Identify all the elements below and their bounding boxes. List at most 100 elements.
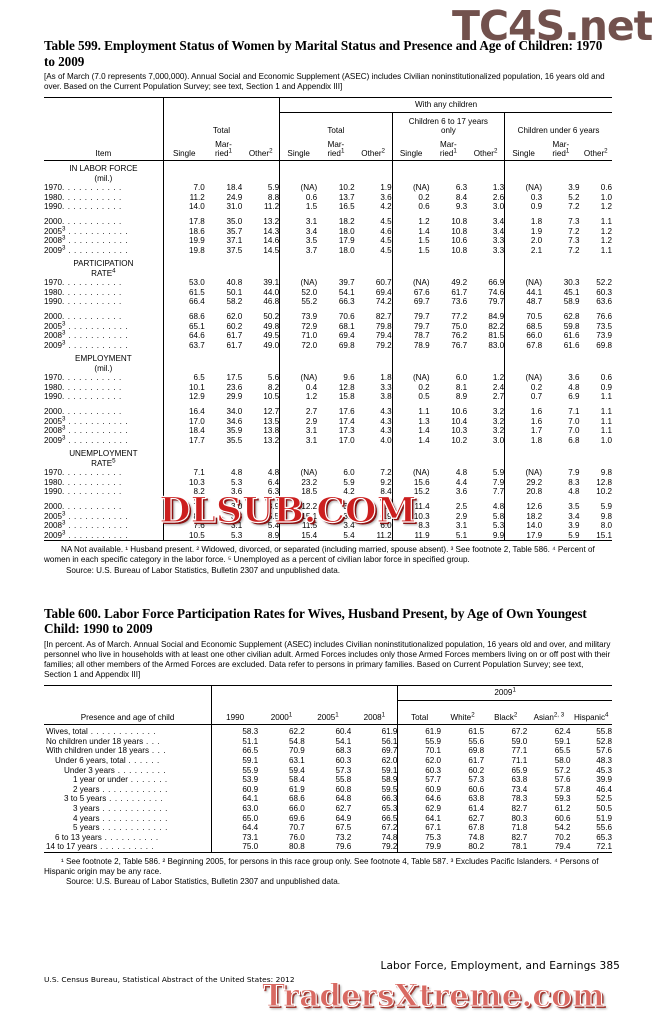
footnote-marker: 1: [381, 711, 386, 719]
section-header-spacer: [542, 255, 579, 278]
table-cell: 76.2: [451, 331, 468, 341]
table-row: 3 years . . . . . . . . . . . . 63.0 66.0 6…: [44, 803, 612, 814]
label-married: Mar- ried1: [439, 139, 457, 159]
table-cell: 7.1: [162, 468, 205, 478]
leader-dots: . . . . . . . . . . .: [62, 392, 122, 402]
table-row: 1980. . . . . . . . . . . 10.3 5.3 6.4 23.2 5…: [44, 477, 612, 488]
row-label: 1 year or under . . . . . . .: [44, 775, 212, 785]
table-row: 20053 . . . . . . . . . . . 18.6 35.7 14.3 3…: [44, 225, 612, 237]
table-cell: 60.9: [211, 784, 259, 795]
row-label: 20093 . . . . . . . . . . .: [44, 245, 163, 256]
table-cell: 59.1: [554, 736, 571, 746]
header-col-1990: 1990: [211, 700, 259, 725]
table-cell: 58.0: [554, 756, 571, 765]
table-cell: 3.5: [568, 501, 580, 511]
row-label: 1990. . . . . . . . . . .: [44, 202, 163, 212]
table-cell: 60.7: [375, 278, 392, 288]
table-cell: 1.3: [391, 416, 430, 427]
table-cell: 17.0: [162, 416, 205, 427]
table-cell: 57.7: [397, 775, 441, 785]
row-year: 2000: [44, 406, 63, 416]
section-header-row: UNEMPLOYMENT RATE5: [44, 445, 612, 469]
table-cell: 10.6: [451, 406, 468, 416]
header-with-any-children: With any children: [279, 97, 612, 113]
table-cell: 34.0: [226, 406, 243, 416]
table-cell: 57.6: [596, 746, 612, 756]
table-cell: 3.6: [568, 373, 580, 383]
header-col-2008: 20081: [351, 700, 398, 724]
footnote-marker: 1: [512, 686, 516, 694]
table-cell: 1.0: [600, 192, 612, 202]
table-cell: 1.6: [504, 416, 543, 427]
table-cell: 18.0: [338, 226, 355, 236]
section-header-spacer: [430, 350, 467, 373]
table-row: 1990. . . . . . . . . . . 66.4 58.2 46.8 55.…: [44, 297, 612, 307]
row-year: 1980: [44, 382, 63, 392]
row-label-text: No children under 18 years: [46, 736, 144, 746]
footnote-marker: 2: [381, 147, 385, 155]
table-cell: 81.5: [488, 331, 505, 341]
row-year: 1980: [44, 287, 63, 297]
table-599-head: Item Total With any children Total Child…: [44, 97, 612, 161]
row-year: 2009: [44, 435, 63, 445]
header-col-white: White2: [441, 700, 484, 724]
section-header-spacer: [205, 161, 242, 183]
table-cell: 49.0: [263, 340, 280, 350]
table-cell: 59.4: [288, 765, 305, 775]
table-cell: 7.9: [568, 468, 580, 478]
table-cell: 69.8: [596, 340, 612, 350]
table-cell: 4.3: [380, 406, 392, 416]
table-cell: 50.2: [263, 312, 280, 321]
table-cell: 11.2: [264, 202, 280, 212]
table-cell: 67.8: [468, 823, 485, 833]
table-cell: 51.1: [211, 736, 259, 747]
table-row: 20053 . . . . . . . . . . . 17.0 34.6 13.5 2…: [44, 415, 612, 427]
table-cell: 59.8: [563, 321, 580, 331]
table-cell: 68.6: [162, 307, 205, 322]
section-header-spacer: [391, 445, 430, 469]
table-cell: (NA): [391, 183, 430, 193]
row-label: 1990. . . . . . . . . . .: [44, 297, 163, 307]
page-footer: Labor Force, Employment, and Earnings 38…: [44, 960, 620, 984]
table-cell: 52.0: [279, 287, 318, 298]
row-year: 1980: [44, 192, 63, 202]
table-cell: 66.3: [338, 297, 355, 307]
table-cell: 69.7: [381, 746, 398, 756]
table-cell: 10.3: [451, 426, 468, 436]
table-cell: 8.4: [455, 192, 468, 202]
table-cell: 3.3: [492, 245, 505, 255]
table-cell: 17.5: [226, 373, 243, 383]
header-617-single: Single: [391, 137, 430, 161]
leader-dots: . . . . . . . . . . .: [62, 297, 122, 307]
row-year: 2008: [44, 236, 63, 246]
table-cell: 5.3: [492, 521, 505, 531]
table-600-footnotes: ¹ See footnote 2, Table 586. ² Beginning…: [44, 856, 599, 877]
table-cell: 10.8: [451, 226, 468, 236]
table-cell: 11.5: [279, 521, 318, 531]
table-cell: 13.5: [263, 416, 280, 426]
table-cell: 59.0: [511, 736, 528, 746]
table-cell: 45.1: [563, 287, 580, 297]
table-cell: 35.0: [226, 217, 243, 227]
table-cell: 5.9: [267, 183, 280, 193]
header-col-label: Total: [411, 712, 429, 722]
table-row: 2 years . . . . . . . . . . . . 60.9 61.9 6…: [44, 784, 612, 795]
table-cell: 48.3: [596, 756, 612, 765]
table-cell: 17.4: [338, 416, 355, 426]
leader-dots: . . . . . . . . . . .: [65, 530, 129, 540]
table-cell: 52.2: [596, 278, 612, 288]
table-cell: 50.1: [226, 287, 243, 297]
table-cell: 1.1: [600, 426, 612, 436]
row-label: 6 to 13 years . . . . . . . . . .: [44, 833, 212, 843]
section-header-spacer: [467, 161, 504, 183]
section-label: IN LABOR FORCE (mil.): [69, 164, 138, 183]
section-header-spacer: [580, 445, 612, 468]
table-cell: 11.2: [354, 530, 393, 542]
table-cell: 1.2: [492, 373, 505, 383]
table-cell: 76.6: [596, 312, 612, 321]
table-cell: 79.7: [488, 297, 505, 307]
table-cell: 6.9: [568, 392, 580, 402]
table-row: 1970. . . . . . . . . . . 6.5 17.5 5.6 (NA) 9…: [44, 373, 612, 383]
header-col-label: 20051: [317, 711, 339, 722]
section-header-spacer: [355, 255, 392, 278]
